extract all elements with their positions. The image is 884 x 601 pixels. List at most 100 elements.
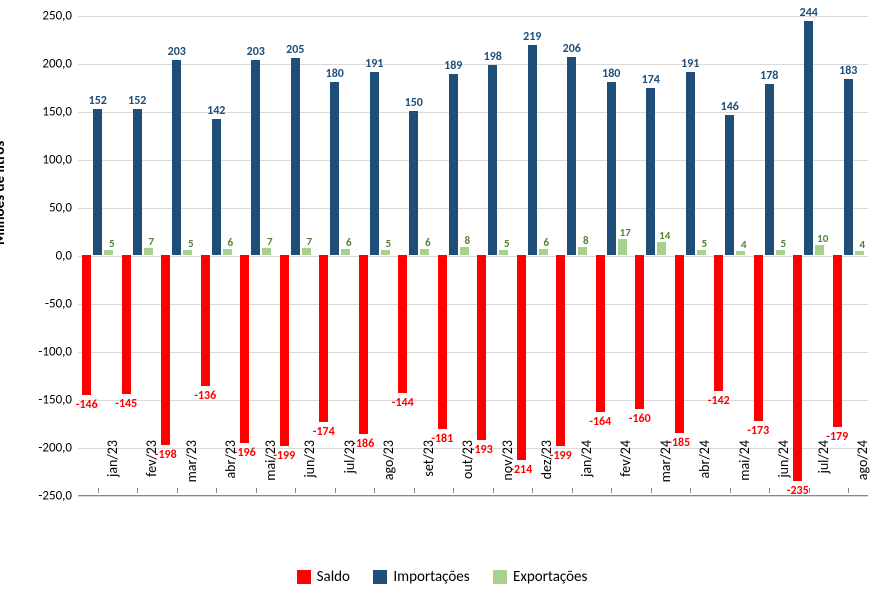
data-label-exportacoes: 8 (569, 234, 603, 247)
x-tick-label: jun/23 (301, 440, 318, 500)
bar-exportações (618, 239, 627, 255)
data-label-importacoes: 191 (357, 57, 391, 71)
legend-swatch-saldo (297, 570, 311, 584)
x-tick-label: mai/23 (262, 440, 279, 500)
legend-label-saldo: Saldo (317, 568, 350, 586)
x-tick-label: abr/23 (222, 440, 239, 500)
data-label-importacoes: 146 (713, 100, 747, 114)
x-tick-label: set/23 (420, 440, 437, 500)
bar-saldo (280, 255, 289, 446)
data-label-exportacoes: 6 (411, 236, 445, 249)
bar-exportações (420, 249, 429, 255)
data-label-saldo: -136 (188, 389, 222, 403)
data-label-importacoes: 142 (199, 104, 233, 118)
data-label-importacoes: 152 (120, 94, 154, 108)
x-tick-mark (414, 488, 415, 493)
bar-exportações (460, 247, 469, 255)
y-tick-label: -250,0 (18, 489, 78, 504)
data-label-importacoes: 191 (673, 57, 707, 71)
gridline (78, 352, 868, 353)
bar-saldo (240, 255, 249, 443)
bar-importações (251, 60, 260, 255)
bar-saldo (201, 255, 210, 386)
bar-saldo (438, 255, 447, 429)
bar-exportações (223, 249, 232, 255)
bar-saldo (122, 255, 131, 394)
bar-importações (528, 45, 537, 255)
data-label-exportacoes: 17 (608, 226, 642, 239)
x-tick-mark (809, 488, 810, 493)
data-label-saldo: -144 (386, 396, 420, 410)
data-label-importacoes: 219 (515, 30, 549, 44)
data-label-importacoes: 180 (594, 67, 628, 81)
data-label-exportacoes: 5 (687, 237, 721, 250)
bar-exportações (539, 249, 548, 255)
bar-importações (567, 57, 576, 255)
x-tick-mark (730, 488, 731, 493)
x-tick-label: mar/23 (183, 440, 200, 500)
y-axis-label: Milhões de litros (0, 140, 9, 244)
bar-importações (370, 72, 379, 255)
x-tick-mark (572, 488, 573, 493)
gridline (78, 304, 868, 305)
gridline (78, 112, 868, 113)
x-tick-label: fev/23 (143, 440, 160, 500)
bar-importações (172, 60, 181, 255)
bar-importações (488, 65, 497, 255)
x-tick-label: nov/23 (499, 440, 516, 500)
data-label-saldo: -160 (623, 412, 657, 426)
bar-saldo (754, 255, 763, 421)
x-tick-mark (611, 488, 612, 493)
x-tick-label: ago/23 (380, 440, 397, 500)
x-tick-mark (177, 488, 178, 493)
data-label-exportacoes: 5 (371, 237, 405, 250)
data-label-importacoes: 152 (81, 94, 115, 108)
bar-saldo (714, 255, 723, 391)
bar-exportações (183, 250, 192, 255)
bar-saldo (161, 255, 170, 445)
legend-label-importacoes: Importações (393, 568, 469, 586)
y-tick-label: 100,0 (18, 153, 78, 168)
bar-importações (409, 111, 418, 255)
bar-exportações (302, 248, 311, 255)
y-tick-label: -200,0 (18, 441, 78, 456)
data-label-exportacoes: 5 (174, 237, 208, 250)
bar-saldo (359, 255, 368, 434)
y-tick-label: 150,0 (18, 105, 78, 120)
data-label-exportacoes: 8 (450, 234, 484, 247)
x-tick-mark (453, 488, 454, 493)
bar-exportações (341, 249, 350, 255)
y-tick-label: -100,0 (18, 345, 78, 360)
legend-label-exportacoes: Exportações (513, 568, 587, 586)
bar-exportações (815, 245, 824, 255)
data-label-importacoes: 203 (239, 45, 273, 59)
bar-importações (725, 115, 734, 255)
x-tick-label: jun/24 (775, 440, 792, 500)
bar-exportações (144, 248, 153, 255)
legend: Saldo Importações Exportações (8, 568, 876, 589)
bar-exportações (104, 250, 113, 255)
y-tick-label: 200,0 (18, 57, 78, 72)
gridline (78, 208, 868, 209)
data-label-importacoes: 183 (831, 64, 865, 78)
bar-saldo (635, 255, 644, 409)
bar-saldo (596, 255, 605, 412)
data-label-exportacoes: 4 (845, 238, 879, 251)
x-tick-mark (374, 488, 375, 493)
x-tick-mark (532, 488, 533, 493)
data-label-exportacoes: 6 (529, 236, 563, 249)
x-tick-mark (493, 488, 494, 493)
x-tick-mark (98, 488, 99, 493)
data-label-exportacoes: 5 (95, 237, 129, 250)
data-label-importacoes: 244 (792, 6, 826, 20)
data-label-importacoes: 198 (476, 50, 510, 64)
bar-saldo (477, 255, 486, 440)
data-label-importacoes: 178 (752, 69, 786, 83)
bar-saldo (556, 255, 565, 446)
y-tick-label: 0,0 (18, 249, 78, 264)
bar-saldo (82, 255, 91, 395)
legend-swatch-exportacoes (493, 570, 507, 584)
data-label-exportacoes: 6 (213, 236, 247, 249)
x-tick-mark (256, 488, 257, 493)
data-label-exportacoes: 6 (332, 236, 366, 249)
